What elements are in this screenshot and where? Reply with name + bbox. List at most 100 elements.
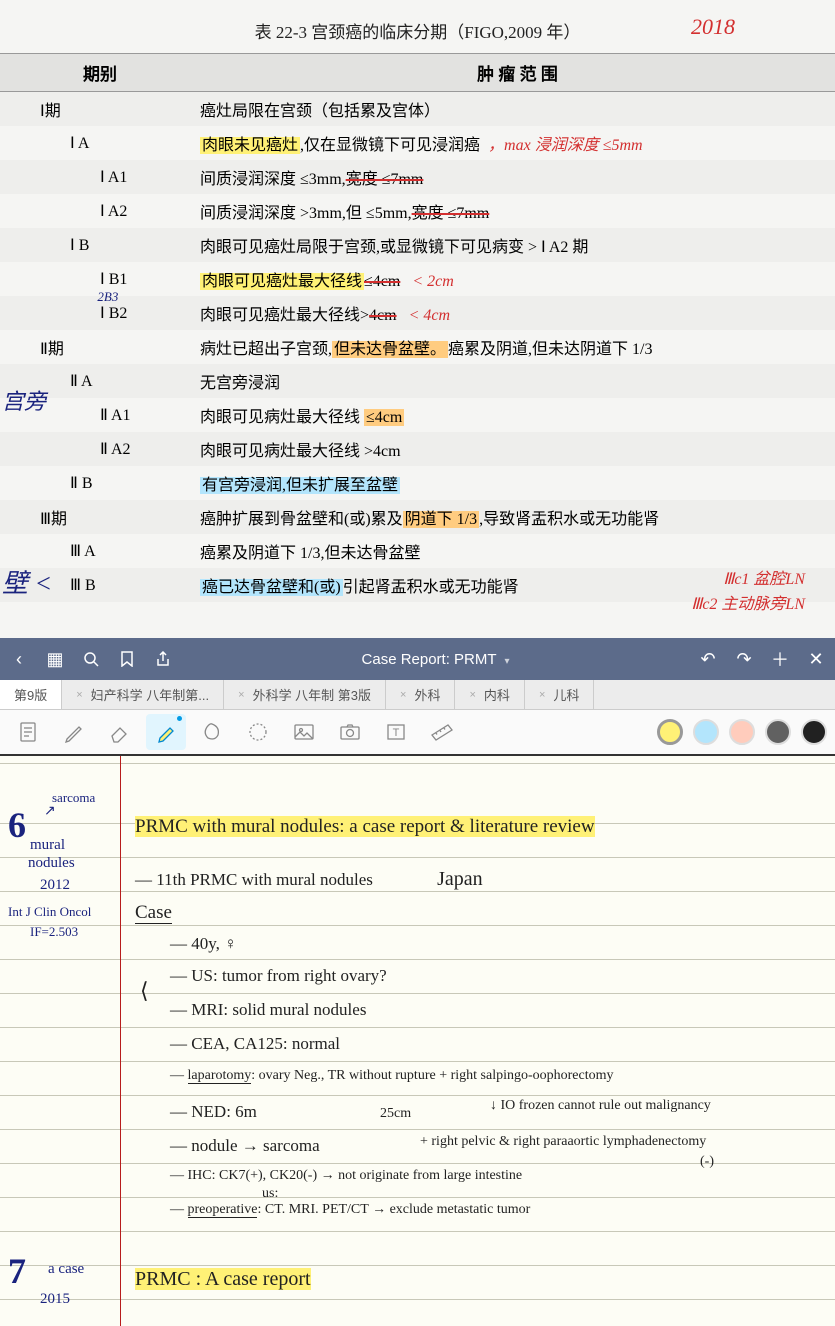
- edit-toolbar: T: [0, 710, 835, 756]
- line-11th: — 11th PRMC with mural nodules: [135, 870, 373, 889]
- color-swatch[interactable]: [729, 719, 755, 745]
- close-tab-icon[interactable]: ×: [539, 689, 545, 701]
- share-icon[interactable]: [154, 650, 172, 668]
- tab-label: 妇产科学 八年制第...: [91, 685, 209, 704]
- hand-annotation-2018: 2018: [691, 14, 735, 40]
- textbook-page: 表 22-3 宫颈癌的临床分期（FIGO,2009 年） 2018 期别 肿 瘤…: [0, 0, 835, 638]
- desc-cell: 间质浸润深度 ≤3mm,宽度 ≤7mm: [200, 165, 835, 189]
- bookmark-icon[interactable]: [118, 650, 136, 668]
- margin-note-blue-1: 宫旁: [2, 390, 46, 414]
- line-40y: — 40y, ♀: [170, 934, 820, 954]
- camera-tool-icon[interactable]: [330, 714, 370, 750]
- desc-cell: 肉眼可见癌灶局限于宫颈,或显微镜下可见病变 > Ⅰ A2 期: [200, 233, 835, 257]
- close-tab-icon[interactable]: ×: [400, 689, 406, 701]
- desc-cell: 肉眼可见癌灶最大径线≤4cm < 2cm: [200, 267, 835, 291]
- table-row: Ⅰ A1间质浸润深度 ≤3mm,宽度 ≤7mm: [0, 160, 835, 194]
- line-laparotomy: laparotomy: [188, 1068, 252, 1084]
- app-toolbar: ‹ ▦ Case Report: PRMT ▾ ↶ ↷ ＋ ✕: [0, 638, 835, 680]
- text-tool-icon[interactable]: T: [376, 714, 416, 750]
- line-case: Case: [135, 902, 172, 924]
- line-japan: Japan: [437, 868, 483, 890]
- hand-note-blue: 2B3: [97, 289, 118, 305]
- side-mural: mural: [30, 836, 138, 854]
- image-tool-icon[interactable]: [284, 714, 324, 750]
- redo-icon[interactable]: ↷: [735, 650, 753, 668]
- stage-cell: Ⅰ A: [0, 133, 200, 153]
- document-tab[interactable]: × 儿科: [525, 680, 594, 709]
- shape-tool-icon[interactable]: [192, 714, 232, 750]
- document-tab[interactable]: × 内科: [455, 680, 524, 709]
- document-title[interactable]: Case Report: PRMT ▾: [172, 651, 699, 668]
- pen-tool-icon[interactable]: [54, 714, 94, 750]
- side-if: IF=2.503: [30, 924, 138, 940]
- tab-label: 儿科: [553, 685, 579, 704]
- table-row: Ⅰ A肉眼未见癌灶,仅在显微镜下可见浸润癌，max 浸润深度 ≤5mm: [0, 126, 835, 160]
- tab-label: 外科学 八年制 第3版: [253, 685, 371, 704]
- color-swatch[interactable]: [693, 719, 719, 745]
- search-icon[interactable]: [82, 650, 100, 668]
- stage-cell: Ⅰ B22B3: [0, 303, 200, 323]
- eraser-tool-icon[interactable]: [100, 714, 140, 750]
- stage-cell: Ⅱ B: [0, 473, 200, 493]
- back-icon[interactable]: ‹: [10, 650, 28, 668]
- lasso-tool-icon[interactable]: [238, 714, 278, 750]
- color-swatch[interactable]: [657, 719, 683, 745]
- line-preop-dash: —: [170, 1202, 188, 1217]
- hand-annotation-red: < 4cm: [405, 307, 450, 324]
- add-icon[interactable]: ＋: [771, 650, 789, 668]
- document-tool-icon[interactable]: [8, 714, 48, 750]
- table-title: 表 22-3 宫颈癌的临床分期（FIGO,2009 年） 2018: [0, 0, 835, 53]
- undo-icon[interactable]: ↶: [699, 650, 717, 668]
- document-tab[interactable]: 第9版: [0, 680, 62, 709]
- svg-text:T: T: [393, 727, 400, 739]
- table-row: Ⅱ期病灶已超出子宫颈,但未达骨盆壁。癌累及阴道,但未达阴道下 1/3: [0, 330, 835, 364]
- stage-cell: Ⅲ期: [0, 505, 200, 529]
- stage-cell: Ⅱ期: [0, 335, 200, 359]
- document-tab[interactable]: × 妇产科学 八年制第...: [62, 680, 224, 709]
- line-preop-rest: : CT. MRI. PET/CT → exclude metastatic t…: [257, 1202, 530, 1217]
- table-row: Ⅱ A无宫旁浸润: [0, 364, 835, 398]
- close-tab-icon[interactable]: ×: [76, 689, 82, 701]
- highlighter-tool-icon[interactable]: [146, 714, 186, 750]
- close-tab-icon[interactable]: ×: [469, 689, 475, 701]
- col-header-range: 肿 瘤 范 围: [200, 54, 835, 91]
- scissors-icon[interactable]: ✕: [807, 650, 825, 668]
- table-row: Ⅰ A2间质浸润深度 >3mm,但 ≤5mm,宽度 ≤7mm: [0, 194, 835, 228]
- stage-cell: Ⅰ A2: [0, 201, 200, 221]
- tab-label: 内科: [484, 685, 510, 704]
- table-header-row: 期别 肿 瘤 范 围: [0, 53, 835, 92]
- hand-annotation-red: < 2cm: [408, 273, 453, 290]
- table-title-text: 表 22-3 宫颈癌的临床分期（FIGO,2009 年）: [255, 23, 581, 42]
- document-tab[interactable]: × 外科学 八年制 第3版: [224, 680, 386, 709]
- table-row: Ⅰ B22B3肉眼可见癌灶最大径线>4cm < 4cm: [0, 296, 835, 330]
- stage-cell: Ⅰ B1: [0, 269, 200, 289]
- line-pelvic: + right pelvic & right paraaortic lympha…: [420, 1134, 820, 1150]
- stage-cell: Ⅱ A2: [0, 439, 200, 459]
- desc-cell: 有宫旁浸润,但未扩展至盆壁: [200, 471, 835, 495]
- grid-icon[interactable]: ▦: [46, 650, 64, 668]
- color-swatch[interactable]: [801, 719, 827, 745]
- document-tab[interactable]: ×外科: [386, 680, 455, 709]
- line-cea: — CEA, CA125: normal: [170, 1034, 820, 1054]
- line-mri: — MRI: solid mural nodules: [170, 1000, 820, 1020]
- margin-note-blue-2: 壁 <: [2, 570, 52, 599]
- stage-cell: Ⅲ A: [0, 541, 200, 561]
- color-swatch[interactable]: [765, 719, 791, 745]
- section7-title: PRMC : A case report: [135, 1268, 311, 1290]
- table-row: Ⅲ期癌肿扩展到骨盆壁和(或)累及阴道下 1/3,导致肾盂积水或无功能肾: [0, 500, 835, 534]
- notebook-canvas[interactable]: 6 sarcoma ↗ mural nodules 2012 Int J Cli…: [0, 756, 835, 1326]
- table-row: Ⅲ A癌累及阴道下 1/3,但未达骨盆壁: [0, 534, 835, 568]
- side-2012: 2012: [40, 876, 148, 894]
- desc-cell: 病灶已超出子宫颈,但未达骨盆壁。癌累及阴道,但未达阴道下 1/3: [200, 335, 835, 359]
- stage-cell: Ⅱ A: [0, 371, 200, 391]
- section-number-7: 7: [8, 1251, 26, 1291]
- ruler-tool-icon[interactable]: [422, 714, 462, 750]
- stage-cell: Ⅰ期: [0, 97, 200, 121]
- desc-cell: 癌累及阴道下 1/3,但未达骨盆壁: [200, 539, 835, 563]
- line-preoperative: preoperative: [188, 1202, 258, 1218]
- arrow-icon: ↗: [44, 804, 56, 821]
- table-body: Ⅰ期癌灶局限在宫颈（包括累及宫体）Ⅰ A肉眼未见癌灶,仅在显微镜下可见浸润癌，m…: [0, 92, 835, 602]
- close-tab-icon[interactable]: ×: [238, 689, 244, 701]
- margin-note-red-iiic2: Ⅲc2 主动脉旁LN: [691, 595, 805, 616]
- line-lap-dash: —: [170, 1068, 188, 1083]
